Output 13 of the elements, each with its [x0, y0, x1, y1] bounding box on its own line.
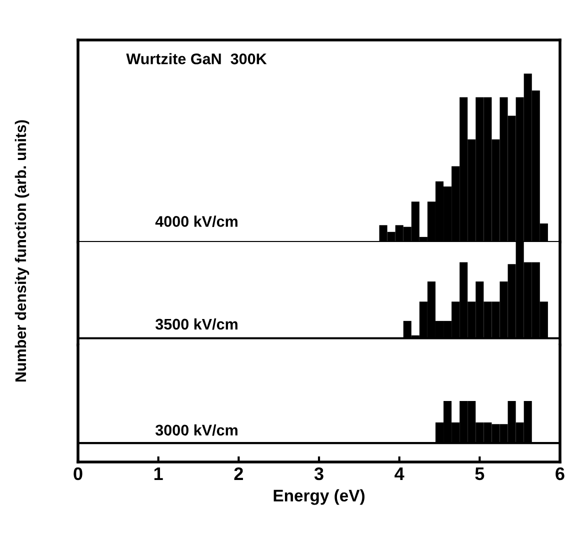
annotation: 4000 kV/cm	[155, 216, 238, 228]
x-tick-label: 6	[556, 467, 564, 480]
chart-title: Wurtzite GaN 300K	[126, 53, 267, 64]
y-axis-title: Number density function (arb. units)	[14, 120, 30, 382]
x-tick-label: 1	[154, 468, 163, 480]
x-tick-label: 0	[74, 467, 82, 480]
x-tick-label: 2	[234, 467, 243, 480]
x-tick-label: 3	[314, 467, 324, 480]
annotation: 3500 kV/cm	[155, 318, 238, 330]
annotation: 3000 kV/cm	[155, 424, 238, 436]
x-tick-label: 5	[475, 468, 484, 480]
x-tick-label: 4	[394, 468, 404, 480]
x-axis-title: Energy (eV)	[274, 489, 364, 505]
